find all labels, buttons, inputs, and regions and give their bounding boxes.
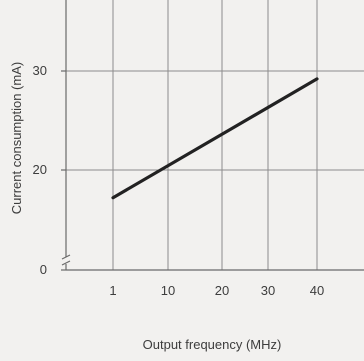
x-tick-label: 1 — [109, 283, 116, 298]
x-tick-label: 30 — [261, 283, 275, 298]
grid — [66, 0, 364, 270]
series-line — [111, 77, 319, 200]
x-axis-label: Output frequency (MHz) — [143, 337, 282, 352]
y-tick-label: 20 — [33, 162, 47, 177]
axes — [61, 0, 364, 271]
x-tick-label: 40 — [310, 283, 324, 298]
series — [111, 77, 319, 200]
tick-labels: 1 10 20 30 40 0 20 30 — [33, 63, 325, 298]
y-axis-label: Current consumption (mA) — [9, 62, 24, 214]
y-tick-label: 30 — [33, 63, 47, 78]
x-tick-label: 20 — [215, 283, 229, 298]
y-tick-label: 0 — [40, 262, 47, 277]
x-tick-label: 10 — [161, 283, 175, 298]
y-axis-break-icon — [61, 254, 71, 266]
